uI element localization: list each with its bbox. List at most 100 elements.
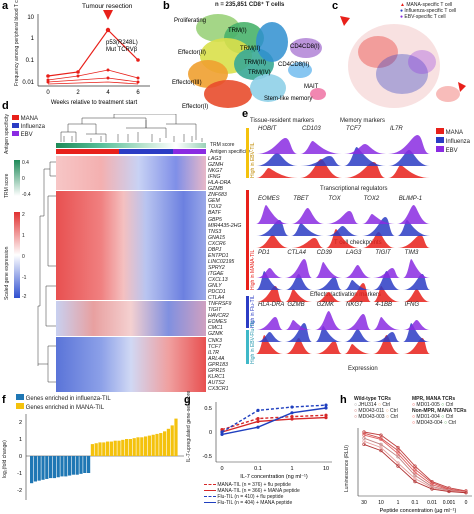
x-axis-label: Weeks relative to treatment start <box>51 100 138 106</box>
ridge-gene-label: TOX2 <box>363 196 380 202</box>
gene-label: ZNF683 <box>208 192 227 199</box>
ridge-density <box>256 168 298 178</box>
ridge-plot <box>396 205 430 248</box>
cluster-trm-iii: TRM(III) <box>244 60 266 66</box>
ridge-gene-label: NKG7 <box>346 302 363 308</box>
ridge-plot <box>285 259 313 302</box>
series-line <box>363 440 467 493</box>
gene-label: CX3CR1 <box>208 385 229 392</box>
y-axis-label-f: log₂(fold change) <box>2 440 8 478</box>
bar <box>144 436 148 456</box>
ridge-gene-label: HOBIT <box>258 126 277 132</box>
legend-item: MANA-TIL (n = 376) + flu peptide <box>204 482 300 488</box>
data-point <box>396 455 400 459</box>
data-point <box>362 442 366 447</box>
ridge-gene-label: IFNG <box>404 302 419 308</box>
heatmap-block-1 <box>56 156 206 190</box>
gene-label: TNFRSF9 <box>208 301 232 308</box>
series-line <box>221 407 327 436</box>
ridge-density <box>326 226 360 236</box>
bar <box>159 433 163 456</box>
gene-label: IFNG <box>208 174 221 181</box>
ytick-0.1: 0.1 <box>26 58 35 64</box>
ridge-density <box>402 259 430 278</box>
data-point <box>290 417 294 421</box>
data-point <box>379 437 383 442</box>
gene-label: CXCR6 <box>208 240 226 247</box>
gene-label: ARL4A <box>208 355 225 362</box>
data-point <box>290 415 294 419</box>
ridge-density <box>256 235 289 248</box>
x-axis-label-g: IL-7 concentration (ng ml⁻¹) <box>240 474 308 480</box>
group-header-tissue: Tissue-resident markers <box>250 118 315 124</box>
heatmap-block-4 <box>56 336 206 392</box>
bar <box>33 456 37 482</box>
series-line <box>363 443 467 494</box>
data-point <box>256 425 260 429</box>
umap-clusters: Proliferating TRM(I) TRM(II) TRM(III) TR… <box>172 14 326 110</box>
ytick--2: -2 <box>17 488 22 494</box>
xtick: 0 <box>465 500 468 506</box>
row-label-trm: TRM score <box>210 142 235 148</box>
bar <box>121 439 125 456</box>
bar <box>64 456 68 477</box>
legend-item-ebv: EBV <box>12 131 45 139</box>
ridge-gene-label: GZMB <box>287 302 305 308</box>
legend-item-ebv: EBV <box>436 146 470 155</box>
xtick-0: 0 <box>220 466 223 472</box>
bar <box>140 437 144 456</box>
gene-label: MIR4435-2HG <box>208 222 242 229</box>
ridge-plot <box>373 268 401 302</box>
ridge-gene-label: PD1 <box>258 250 270 256</box>
ridge-plot <box>388 135 430 178</box>
expr-colorbar <box>14 212 20 298</box>
ridge-density <box>361 232 395 248</box>
cluster-cd4cd8-ii: CD4CD8(II) <box>278 62 309 68</box>
data-point <box>396 452 400 456</box>
series-line <box>221 404 327 433</box>
ridge-density <box>285 323 313 342</box>
ridge-density <box>291 223 325 236</box>
legend-c: ▲ MANA-specific T cell ● Influenza-speci… <box>400 2 456 20</box>
expr-tick-0: 2 <box>22 212 25 218</box>
ridge-density <box>314 262 342 278</box>
legend-item-influenza: Influenza <box>12 123 45 131</box>
legend-item: Flu-TIL (n = 410) + flu peptide <box>204 494 300 500</box>
data-point <box>290 405 294 409</box>
panel-g-chart: 0.5 0 -0.5 0 0.1 1 10 IL-7 concentration… <box>203 402 332 480</box>
bar <box>113 440 117 456</box>
ridge-density <box>361 214 395 224</box>
legend-antigen: MANA Influenza EBV <box>12 115 45 139</box>
cluster-trm-i: TRM(I) <box>228 28 247 34</box>
gene-label: GNLY <box>208 283 222 290</box>
ridge-density <box>344 283 371 302</box>
bar <box>90 444 94 456</box>
ridge-gene-label: CTLA4 <box>287 250 307 256</box>
bar <box>125 439 129 456</box>
bar <box>109 441 113 456</box>
bar <box>83 456 87 473</box>
gene-label: IL7R <box>208 349 219 356</box>
data-point <box>379 449 383 453</box>
data-point <box>256 416 260 421</box>
ridge-gene-label: IL7R <box>390 126 403 132</box>
ridge-density <box>402 320 430 330</box>
data-point <box>396 445 400 450</box>
data-point <box>256 408 260 412</box>
ridge-density <box>344 344 371 354</box>
ytick-10: 10 <box>27 15 34 21</box>
panel-label-e: e <box>242 108 249 120</box>
x-axis-label-e: Expression <box>348 366 378 372</box>
gene-label: NKG7 <box>208 168 223 175</box>
data-point <box>447 489 451 494</box>
ridge-density <box>314 311 342 330</box>
ridge-density <box>256 205 289 224</box>
antigen-specificity-row <box>56 149 206 154</box>
data-point <box>324 416 328 420</box>
bar <box>166 428 170 456</box>
x-axis-label-h: Peptide concentration (µg ml⁻¹) <box>380 508 457 514</box>
ridge-density <box>373 268 401 278</box>
heatmap-block-2 <box>56 190 206 300</box>
data-point <box>220 428 224 432</box>
tcr-label: Mut TCRVβ <box>106 47 138 53</box>
